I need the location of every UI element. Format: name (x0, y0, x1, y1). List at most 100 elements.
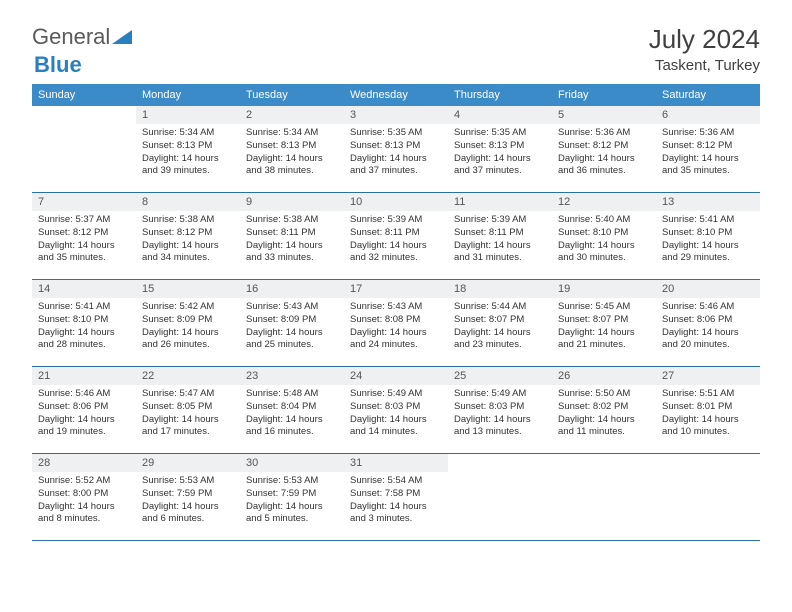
month-year: July 2024 (649, 24, 760, 55)
calendar-table: SundayMondayTuesdayWednesdayThursdayFrid… (32, 84, 760, 541)
day-details: Sunrise: 5:40 AMSunset: 8:10 PMDaylight:… (552, 211, 656, 269)
weekday-header: Saturday (656, 84, 760, 106)
calendar-day-cell: 7Sunrise: 5:37 AMSunset: 8:12 PMDaylight… (32, 193, 136, 280)
day-details: Sunrise: 5:49 AMSunset: 8:03 PMDaylight:… (448, 385, 552, 443)
day-details: Sunrise: 5:39 AMSunset: 8:11 PMDaylight:… (344, 211, 448, 269)
calendar-day-cell: 3Sunrise: 5:35 AMSunset: 8:13 PMDaylight… (344, 106, 448, 193)
calendar-week-row: 21Sunrise: 5:46 AMSunset: 8:06 PMDayligh… (32, 367, 760, 454)
day-number: 20 (656, 280, 760, 298)
day-number: 21 (32, 367, 136, 385)
day-number: 25 (448, 367, 552, 385)
calendar-day-cell: 19Sunrise: 5:45 AMSunset: 8:07 PMDayligh… (552, 280, 656, 367)
calendar-day-cell: 20Sunrise: 5:46 AMSunset: 8:06 PMDayligh… (656, 280, 760, 367)
day-details: Sunrise: 5:53 AMSunset: 7:59 PMDaylight:… (136, 472, 240, 530)
calendar-body: 1Sunrise: 5:34 AMSunset: 8:13 PMDaylight… (32, 106, 760, 541)
calendar-day-cell: 17Sunrise: 5:43 AMSunset: 8:08 PMDayligh… (344, 280, 448, 367)
day-number: 5 (552, 106, 656, 124)
calendar-day-cell: 15Sunrise: 5:42 AMSunset: 8:09 PMDayligh… (136, 280, 240, 367)
calendar-day-cell: 11Sunrise: 5:39 AMSunset: 8:11 PMDayligh… (448, 193, 552, 280)
day-number: 27 (656, 367, 760, 385)
day-details: Sunrise: 5:48 AMSunset: 8:04 PMDaylight:… (240, 385, 344, 443)
day-number: 13 (656, 193, 760, 211)
calendar-day-cell (448, 454, 552, 541)
calendar-day-cell: 28Sunrise: 5:52 AMSunset: 8:00 PMDayligh… (32, 454, 136, 541)
weekday-header: Friday (552, 84, 656, 106)
calendar-day-cell (32, 106, 136, 193)
calendar-day-cell: 13Sunrise: 5:41 AMSunset: 8:10 PMDayligh… (656, 193, 760, 280)
calendar-day-cell: 14Sunrise: 5:41 AMSunset: 8:10 PMDayligh… (32, 280, 136, 367)
day-details: Sunrise: 5:34 AMSunset: 8:13 PMDaylight:… (136, 124, 240, 182)
day-details: Sunrise: 5:46 AMSunset: 8:06 PMDaylight:… (656, 298, 760, 356)
calendar-day-cell: 2Sunrise: 5:34 AMSunset: 8:13 PMDaylight… (240, 106, 344, 193)
logo-triangle-icon (112, 24, 132, 50)
day-number: 31 (344, 454, 448, 472)
day-number: 26 (552, 367, 656, 385)
day-details: Sunrise: 5:53 AMSunset: 7:59 PMDaylight:… (240, 472, 344, 530)
calendar-day-cell: 22Sunrise: 5:47 AMSunset: 8:05 PMDayligh… (136, 367, 240, 454)
day-number: 19 (552, 280, 656, 298)
day-number: 1 (136, 106, 240, 124)
calendar-day-cell: 18Sunrise: 5:44 AMSunset: 8:07 PMDayligh… (448, 280, 552, 367)
day-details: Sunrise: 5:38 AMSunset: 8:11 PMDaylight:… (240, 211, 344, 269)
day-number: 10 (344, 193, 448, 211)
day-number: 17 (344, 280, 448, 298)
day-details: Sunrise: 5:35 AMSunset: 8:13 PMDaylight:… (344, 124, 448, 182)
day-number: 15 (136, 280, 240, 298)
calendar-day-cell: 29Sunrise: 5:53 AMSunset: 7:59 PMDayligh… (136, 454, 240, 541)
weekday-header: Thursday (448, 84, 552, 106)
calendar-day-cell: 31Sunrise: 5:54 AMSunset: 7:58 PMDayligh… (344, 454, 448, 541)
day-details: Sunrise: 5:43 AMSunset: 8:09 PMDaylight:… (240, 298, 344, 356)
day-details: Sunrise: 5:54 AMSunset: 7:58 PMDaylight:… (344, 472, 448, 530)
day-number: 12 (552, 193, 656, 211)
calendar-day-cell: 5Sunrise: 5:36 AMSunset: 8:12 PMDaylight… (552, 106, 656, 193)
calendar-week-row: 7Sunrise: 5:37 AMSunset: 8:12 PMDaylight… (32, 193, 760, 280)
weekday-header: Tuesday (240, 84, 344, 106)
day-details: Sunrise: 5:51 AMSunset: 8:01 PMDaylight:… (656, 385, 760, 443)
day-details: Sunrise: 5:50 AMSunset: 8:02 PMDaylight:… (552, 385, 656, 443)
calendar-day-cell: 1Sunrise: 5:34 AMSunset: 8:13 PMDaylight… (136, 106, 240, 193)
day-details: Sunrise: 5:47 AMSunset: 8:05 PMDaylight:… (136, 385, 240, 443)
day-number: 9 (240, 193, 344, 211)
weekday-header-row: SundayMondayTuesdayWednesdayThursdayFrid… (32, 84, 760, 106)
calendar-day-cell (552, 454, 656, 541)
day-number: 11 (448, 193, 552, 211)
calendar-day-cell: 12Sunrise: 5:40 AMSunset: 8:10 PMDayligh… (552, 193, 656, 280)
day-details: Sunrise: 5:34 AMSunset: 8:13 PMDaylight:… (240, 124, 344, 182)
day-number: 7 (32, 193, 136, 211)
day-number: 16 (240, 280, 344, 298)
day-details: Sunrise: 5:38 AMSunset: 8:12 PMDaylight:… (136, 211, 240, 269)
calendar-day-cell (656, 454, 760, 541)
day-number: 29 (136, 454, 240, 472)
weekday-header: Monday (136, 84, 240, 106)
day-details: Sunrise: 5:49 AMSunset: 8:03 PMDaylight:… (344, 385, 448, 443)
day-details: Sunrise: 5:39 AMSunset: 8:11 PMDaylight:… (448, 211, 552, 269)
day-number: 18 (448, 280, 552, 298)
calendar-day-cell: 4Sunrise: 5:35 AMSunset: 8:13 PMDaylight… (448, 106, 552, 193)
weekday-header: Sunday (32, 84, 136, 106)
calendar-day-cell: 9Sunrise: 5:38 AMSunset: 8:11 PMDaylight… (240, 193, 344, 280)
day-number: 4 (448, 106, 552, 124)
calendar-day-cell: 23Sunrise: 5:48 AMSunset: 8:04 PMDayligh… (240, 367, 344, 454)
day-number: 28 (32, 454, 136, 472)
calendar-day-cell: 8Sunrise: 5:38 AMSunset: 8:12 PMDaylight… (136, 193, 240, 280)
day-details: Sunrise: 5:36 AMSunset: 8:12 PMDaylight:… (552, 124, 656, 182)
calendar-week-row: 28Sunrise: 5:52 AMSunset: 8:00 PMDayligh… (32, 454, 760, 541)
calendar-day-cell: 24Sunrise: 5:49 AMSunset: 8:03 PMDayligh… (344, 367, 448, 454)
day-number: 2 (240, 106, 344, 124)
logo-text-general: General (32, 24, 110, 50)
day-details: Sunrise: 5:42 AMSunset: 8:09 PMDaylight:… (136, 298, 240, 356)
day-details: Sunrise: 5:41 AMSunset: 8:10 PMDaylight:… (32, 298, 136, 356)
day-details: Sunrise: 5:35 AMSunset: 8:13 PMDaylight:… (448, 124, 552, 182)
calendar-week-row: 1Sunrise: 5:34 AMSunset: 8:13 PMDaylight… (32, 106, 760, 193)
logo: General (32, 24, 133, 50)
calendar-day-cell: 30Sunrise: 5:53 AMSunset: 7:59 PMDayligh… (240, 454, 344, 541)
weekday-header: Wednesday (344, 84, 448, 106)
calendar-day-cell: 10Sunrise: 5:39 AMSunset: 8:11 PMDayligh… (344, 193, 448, 280)
day-number: 6 (656, 106, 760, 124)
day-number: 3 (344, 106, 448, 124)
day-details: Sunrise: 5:41 AMSunset: 8:10 PMDaylight:… (656, 211, 760, 269)
calendar-day-cell: 21Sunrise: 5:46 AMSunset: 8:06 PMDayligh… (32, 367, 136, 454)
logo-text-blue: Blue (34, 52, 760, 78)
calendar-day-cell: 16Sunrise: 5:43 AMSunset: 8:09 PMDayligh… (240, 280, 344, 367)
day-details: Sunrise: 5:45 AMSunset: 8:07 PMDaylight:… (552, 298, 656, 356)
